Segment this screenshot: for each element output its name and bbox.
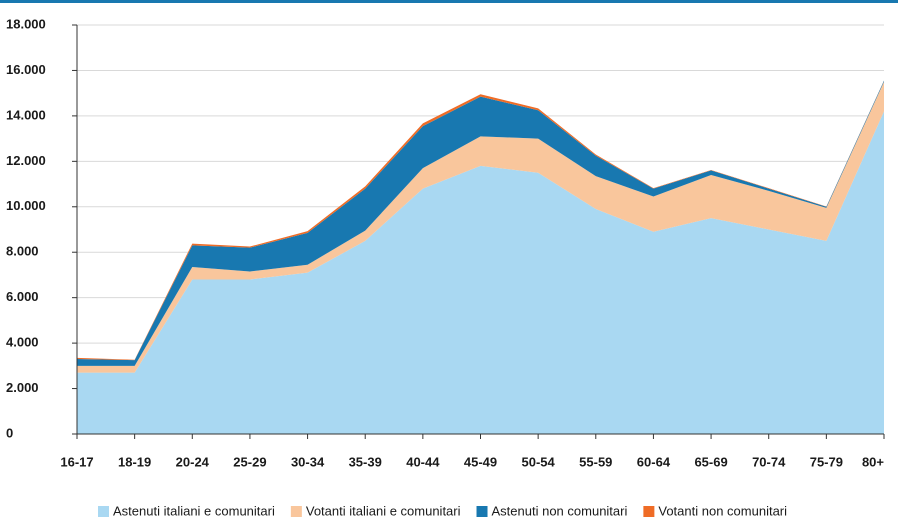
y-tick-label: 12.000 xyxy=(6,153,46,168)
top-rule xyxy=(0,0,898,3)
x-tick-label: 25-29 xyxy=(233,454,266,469)
x-tick-label: 50-54 xyxy=(522,454,556,469)
x-tick-label: 35-39 xyxy=(349,454,382,469)
legend-swatch xyxy=(476,506,488,517)
area xyxy=(77,81,884,373)
y-tick-label: 8.000 xyxy=(6,244,39,259)
legend-swatch xyxy=(643,506,655,517)
y-tick-label: 0 xyxy=(6,425,13,440)
y-tick-label: 4.000 xyxy=(6,335,39,350)
x-tick-label: 80+ xyxy=(862,454,884,469)
x-tick-label: 16-17 xyxy=(60,454,93,469)
x-tick-label: 60-64 xyxy=(637,454,671,469)
x-tick-label: 20-24 xyxy=(176,454,210,469)
x-tick-label: 45-49 xyxy=(464,454,497,469)
x-tick-label: 30-34 xyxy=(291,454,325,469)
x-tick-label: 75-79 xyxy=(810,454,843,469)
x-tick-label: 65-69 xyxy=(694,454,727,469)
legend-label: Votanti non comunitari xyxy=(658,503,787,518)
x-tick-label: 40-44 xyxy=(406,454,440,469)
legend-label: Votanti italiani e comunitari xyxy=(306,503,461,518)
x-tick-label: 70-74 xyxy=(752,454,786,469)
legend-swatch xyxy=(98,506,109,517)
legend-label: Astenuti italiani e comunitari xyxy=(113,503,275,518)
area xyxy=(77,111,884,434)
x-tick-label: 18-19 xyxy=(118,454,151,469)
y-tick-label: 2.000 xyxy=(6,380,39,395)
y-tick-label: 14.000 xyxy=(6,107,46,122)
y-tick-label: 16.000 xyxy=(6,62,46,77)
y-tick-label: 6.000 xyxy=(6,289,39,304)
y-tick-label: 18.000 xyxy=(6,16,46,31)
x-tick-label: 55-59 xyxy=(579,454,612,469)
legend-swatch xyxy=(290,506,302,517)
legend-label: Astenuti non comunitari xyxy=(492,503,628,518)
y-tick-label: 10.000 xyxy=(6,198,46,213)
